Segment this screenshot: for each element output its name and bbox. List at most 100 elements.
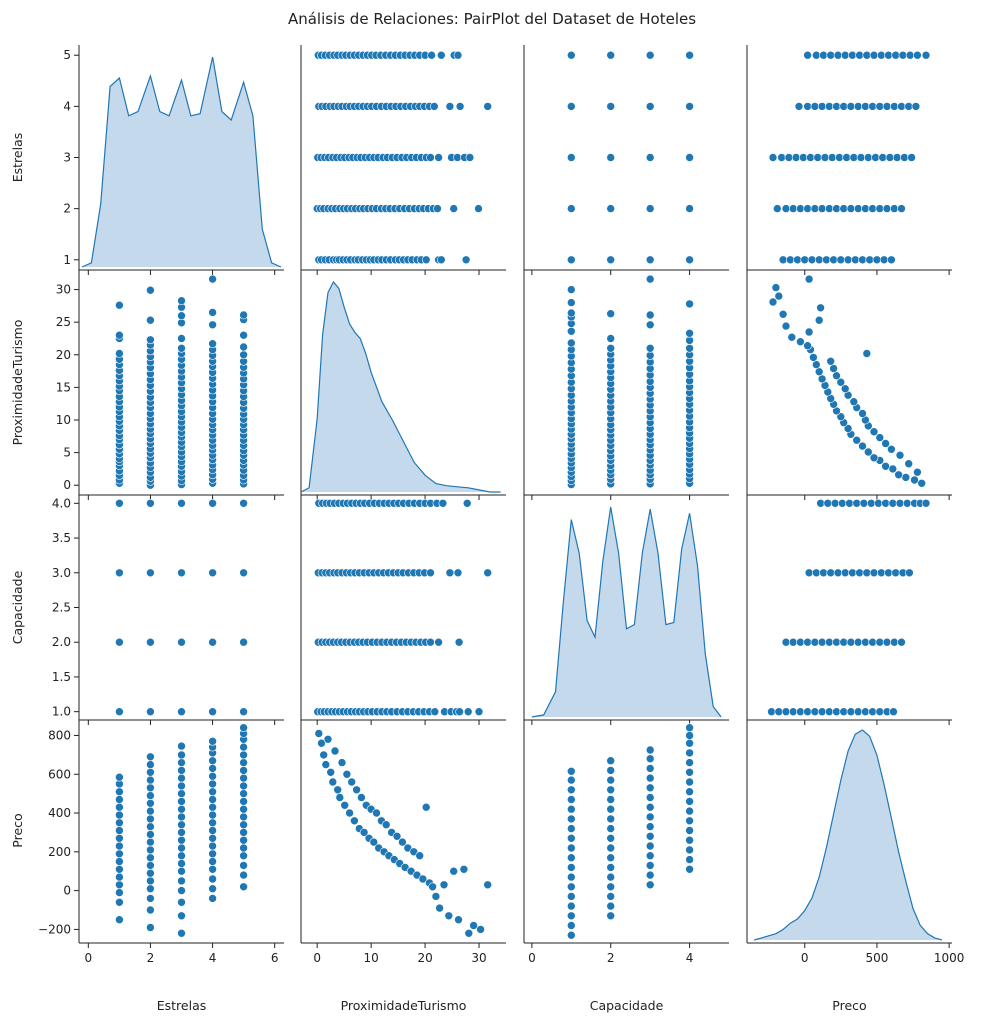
- scatter-point: [340, 800, 350, 810]
- scatter-point: [846, 707, 856, 717]
- scatter-point: [777, 153, 786, 162]
- scatter-point: [685, 50, 694, 60]
- scatter-point: [853, 637, 863, 647]
- scatter-point: [645, 802, 655, 812]
- scatter-point: [842, 153, 851, 162]
- scatter-point: [869, 568, 879, 578]
- scatter-point: [685, 738, 694, 748]
- scatter-point: [208, 756, 217, 766]
- scatter-point: [433, 204, 442, 213]
- scatter-point: [566, 814, 576, 824]
- scatter-point: [357, 793, 366, 802]
- scatter-point: [177, 311, 186, 321]
- scatter-point: [115, 849, 124, 859]
- scatter-point: [832, 371, 841, 381]
- scatter-point: [888, 498, 898, 508]
- scatter-point: [875, 204, 885, 213]
- panel-Estrelas-vs-Preco: 0 2 4 6 −200 0 200 400 600 800: [38, 718, 284, 965]
- scatter-point: [463, 707, 473, 717]
- scatter-point: [767, 707, 776, 717]
- scatter-point: [875, 102, 885, 111]
- scatter-point: [350, 816, 359, 826]
- scatter-point: [326, 767, 336, 777]
- scatter-point: [566, 930, 576, 940]
- scatter-point: [606, 785, 616, 795]
- scatter-point: [895, 498, 905, 508]
- scatter-point: [146, 884, 155, 894]
- scatter-point: [913, 50, 922, 60]
- scatter-point: [881, 461, 890, 471]
- scatter-point: [566, 102, 576, 111]
- scatter-point: [796, 707, 805, 717]
- scatter-point: [820, 153, 830, 162]
- scatter-point: [146, 775, 155, 785]
- scatter-point: [177, 835, 186, 845]
- scatter-point: [115, 864, 124, 874]
- scatter-point: [816, 498, 825, 508]
- scatter-point: [907, 153, 916, 162]
- scatter-point: [645, 764, 655, 773]
- scatter-point: [606, 892, 616, 901]
- scatter-point: [840, 50, 850, 60]
- scatter-point: [566, 804, 576, 814]
- y-tick-label: 4: [63, 99, 71, 113]
- y-axis-label-ProximidadeTurismo: ProximidadeTurismo: [10, 320, 25, 446]
- scatter-point: [840, 384, 850, 394]
- scatter-point: [645, 310, 655, 320]
- scatter-point: [566, 298, 576, 307]
- scatter-point: [177, 897, 186, 907]
- scatter-point: [645, 745, 655, 755]
- scatter-point: [645, 153, 655, 162]
- y-axis-label-Preco: Preco: [10, 813, 25, 847]
- scatter-point: [853, 102, 863, 111]
- scatter-point: [804, 327, 814, 337]
- x-tick-label: 0: [801, 951, 809, 965]
- scatter-point: [832, 707, 841, 717]
- scatter-point: [803, 637, 812, 647]
- scatter-point: [606, 824, 616, 833]
- kde-line: [754, 729, 943, 941]
- scatter-point: [645, 754, 655, 764]
- x-tick-label: 4: [209, 951, 217, 965]
- scatter-point: [115, 802, 124, 812]
- x-tick-label: 2: [147, 951, 155, 965]
- scatter-point: [239, 342, 248, 352]
- x-tick-label: 20: [417, 951, 432, 965]
- scatter-point: [606, 853, 616, 863]
- scatter-point: [895, 450, 905, 460]
- scatter-point: [566, 824, 576, 833]
- scatter-point: [814, 255, 824, 265]
- scatter-point: [913, 467, 922, 477]
- scatter-point: [900, 153, 909, 162]
- scatter-point: [330, 746, 340, 756]
- scatter-point: [392, 831, 402, 841]
- panel-ProximidadeTurismo-vs-ProximidadeTurismo: [300, 270, 506, 500]
- scatter-point: [146, 923, 155, 932]
- scatter-point: [897, 204, 906, 213]
- scatter-point: [885, 153, 895, 162]
- scatter-point: [146, 783, 155, 793]
- scatter-point: [904, 459, 914, 469]
- scatter-point: [239, 773, 248, 783]
- scatter-point: [146, 752, 155, 762]
- scatter-point: [115, 826, 124, 835]
- scatter-point: [843, 424, 853, 433]
- scatter-point: [455, 102, 465, 111]
- scatter-point: [862, 349, 872, 358]
- scatter-point: [606, 863, 616, 872]
- scatter-point: [323, 734, 333, 744]
- scatter-point: [566, 326, 576, 336]
- scatter-point: [811, 568, 821, 578]
- scatter-point: [876, 50, 886, 60]
- scatter-point: [239, 723, 248, 733]
- panel-ProximidadeTurismo-vs-Preco: 0 10 20 30: [300, 718, 506, 965]
- kde-area: [82, 57, 281, 267]
- scatter-point: [239, 820, 248, 830]
- scatter-point: [796, 637, 805, 647]
- scatter-point: [685, 787, 694, 797]
- scatter-point: [606, 204, 616, 213]
- kde-line: [81, 56, 282, 268]
- scatter-point: [566, 766, 576, 776]
- scatter-point: [810, 637, 820, 647]
- scatter-point: [811, 50, 821, 60]
